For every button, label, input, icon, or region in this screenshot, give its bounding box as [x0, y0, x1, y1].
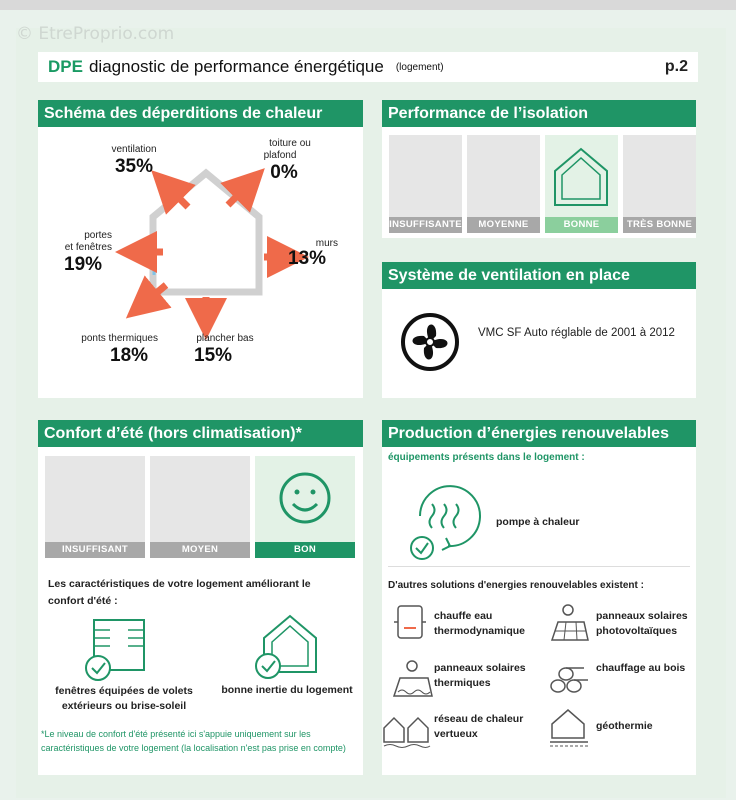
- portes-pct: 19%: [64, 254, 103, 275]
- other-photovoltaiques: panneaux solaires photovoltaïques: [596, 610, 688, 637]
- page-title: diagnostic de performance énergétique: [88, 57, 384, 76]
- dpe-label: DPE: [48, 57, 83, 76]
- deperditions-card: Schéma des déperditions de chaleur venti…: [38, 100, 363, 398]
- isolation-level-bonne: BONNE: [545, 135, 618, 233]
- confort-note: *Le niveau de confort d'été présenté ici…: [41, 729, 346, 753]
- renouvelables-card: Production d’énergies renouvelables équi…: [382, 420, 696, 775]
- wood-logs-icon: [550, 667, 588, 693]
- page-number: p.2: [664, 58, 688, 75]
- other-solaires-thermiques: panneaux solaires thermiques: [434, 662, 526, 689]
- house-heat-loss-diagram: [115, 168, 309, 340]
- confort-level-insuffisant: INSUFFISANT: [45, 456, 145, 558]
- divider: [388, 566, 690, 567]
- feature-inertie: bonne inertie du logement: [221, 684, 353, 696]
- page-header: DPE diagnostic de performance énergétiqu…: [38, 52, 698, 82]
- other-geothermie: géothermie: [596, 720, 653, 732]
- house-icon: [554, 147, 608, 206]
- isolation-card: Performance de l’isolation INSUFFISANTE …: [382, 100, 696, 238]
- isolation-level-insuffisante: INSUFFISANTE: [389, 135, 462, 233]
- isolation-level-moyenne: MOYENNE: [467, 135, 540, 233]
- plancher-pct: 15%: [194, 345, 233, 366]
- heat-loss-arrows: [115, 168, 309, 340]
- plancher-label: plancher bas: [196, 333, 254, 344]
- present-item: pompe à chaleur: [496, 516, 580, 528]
- watermark: © EtreProprio.com: [16, 24, 175, 44]
- renouvelables-title: Production d’énergies renouvelables: [382, 420, 696, 447]
- top-bar: [0, 0, 736, 10]
- solar-panel-icon: [550, 604, 589, 641]
- murs-label: murs: [315, 238, 338, 249]
- portes-label-1: portes: [84, 230, 112, 241]
- other-chauffe-eau: chauffe eau thermodynamique: [434, 610, 526, 637]
- ventilation-title: Système de ventilation en place: [382, 262, 696, 289]
- confort-card: Confort d’été (hors climatisation)* INSU…: [38, 420, 363, 775]
- feature-volets: fenêtres équipées de volets extérieurs o…: [55, 685, 193, 712]
- solar-thermal-icon: [392, 660, 433, 697]
- heat-network-icon: [383, 716, 431, 748]
- confort-level-moyen: MOYEN: [150, 456, 250, 558]
- ventilation-card: Système de ventilation en place VMC SF A…: [382, 262, 696, 398]
- heat-pump-icon: [410, 485, 481, 560]
- ventilation-pct: 35%: [114, 156, 154, 177]
- portes-label-2: et fenêtres: [64, 242, 112, 253]
- ventilation-label: ventilation: [111, 144, 157, 155]
- house-inertia-icon: [255, 614, 317, 679]
- others-label: D'autres solutions d'energies renouvelab…: [388, 580, 644, 591]
- ponts-label: ponts thermiques: [81, 333, 158, 344]
- water-heater-icon: [394, 605, 426, 639]
- other-reseau: réseau de chaleur vertueux: [434, 713, 524, 740]
- toiture-label-1: toiture ou: [269, 138, 311, 149]
- present-label: équipements présents dans le logement :: [388, 452, 585, 463]
- isolation-title: Performance de l’isolation: [382, 100, 696, 127]
- ventilation-text: VMC SF Auto réglable de 2001 à 2012: [478, 327, 675, 339]
- isolation-level-tres-bonne: TRÈS BONNE: [623, 135, 696, 233]
- other-bois: chauffage au bois: [596, 662, 686, 674]
- murs-pct: 13%: [288, 248, 327, 269]
- deperditions-title: Schéma des déperditions de chaleur: [38, 100, 363, 127]
- toiture-label-2: plafond: [263, 150, 297, 161]
- toiture-pct: 0%: [270, 162, 298, 183]
- window-shutter-icon: [85, 619, 145, 681]
- confort-title: Confort d’été (hors climatisation)*: [38, 420, 363, 447]
- confort-intro: Les caractéristiques de votre logement a…: [48, 578, 311, 607]
- geothermal-icon: [550, 709, 588, 747]
- ponts-pct: 18%: [110, 345, 149, 366]
- confort-level-bon: BON: [255, 456, 355, 558]
- smiley-icon: [279, 472, 331, 524]
- page-subtitle: (logement): [395, 61, 444, 73]
- fan-icon: [401, 313, 459, 371]
